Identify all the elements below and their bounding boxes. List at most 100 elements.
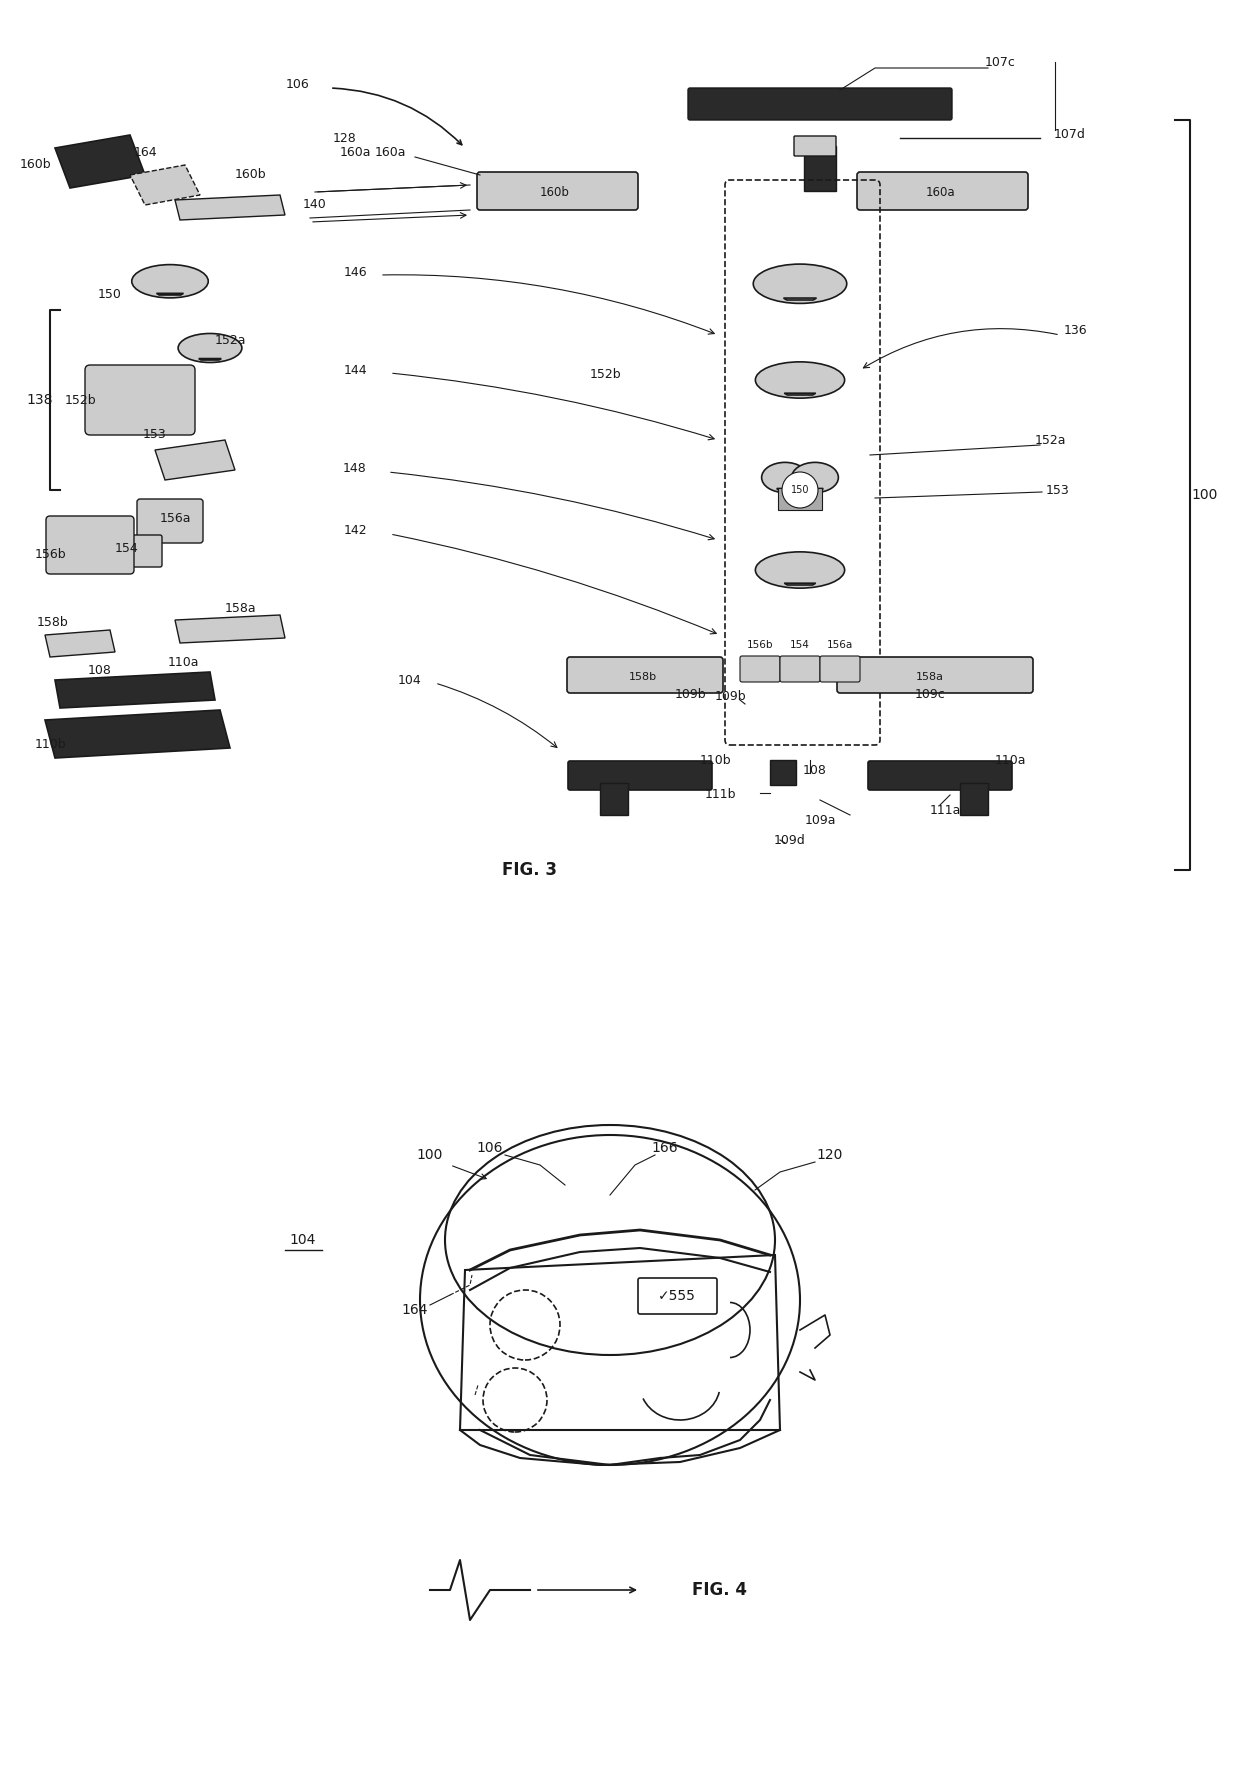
Text: 150: 150 [791, 486, 810, 495]
FancyBboxPatch shape [639, 1278, 717, 1314]
Text: 110b: 110b [35, 739, 66, 752]
Text: 108: 108 [88, 663, 112, 677]
FancyBboxPatch shape [567, 658, 723, 693]
FancyBboxPatch shape [868, 761, 1012, 791]
Text: 158b: 158b [629, 672, 657, 683]
FancyBboxPatch shape [857, 172, 1028, 209]
Text: 142: 142 [343, 523, 367, 537]
Text: 106: 106 [476, 1142, 503, 1154]
Text: 154: 154 [115, 541, 139, 555]
FancyBboxPatch shape [780, 656, 820, 683]
Text: 156a: 156a [827, 640, 853, 651]
Text: 108: 108 [804, 764, 827, 777]
Polygon shape [130, 165, 200, 206]
Ellipse shape [755, 551, 844, 589]
Text: 110a: 110a [994, 754, 1025, 766]
FancyBboxPatch shape [568, 761, 712, 791]
Text: ✓555: ✓555 [658, 1289, 696, 1303]
Text: 106: 106 [286, 78, 310, 90]
Text: 110b: 110b [699, 754, 730, 766]
Text: 109c: 109c [915, 688, 945, 702]
Bar [600, 784, 627, 816]
FancyBboxPatch shape [477, 172, 639, 209]
Text: 144: 144 [343, 363, 367, 376]
FancyBboxPatch shape [46, 516, 134, 574]
Polygon shape [155, 440, 236, 480]
Ellipse shape [791, 463, 838, 493]
Bar [777, 488, 822, 511]
Polygon shape [175, 615, 285, 644]
Text: 166: 166 [652, 1142, 678, 1154]
Text: 111a: 111a [929, 803, 961, 817]
FancyBboxPatch shape [86, 365, 195, 434]
Text: 146: 146 [343, 266, 367, 278]
Ellipse shape [420, 1135, 800, 1464]
Text: 152b: 152b [64, 394, 95, 406]
Polygon shape [784, 583, 816, 585]
Bar [960, 784, 988, 816]
Text: 164: 164 [402, 1303, 428, 1317]
Text: 158a: 158a [224, 601, 255, 615]
Text: 156b: 156b [746, 640, 774, 651]
Polygon shape [45, 629, 115, 658]
FancyBboxPatch shape [820, 656, 861, 683]
Text: 148: 148 [343, 461, 367, 475]
FancyBboxPatch shape [136, 498, 203, 543]
Text: 160a: 160a [340, 145, 371, 158]
Text: 153: 153 [1047, 484, 1070, 496]
Bar [770, 761, 796, 785]
Text: 164: 164 [133, 147, 156, 160]
Text: 154: 154 [790, 640, 810, 651]
Text: 140: 140 [303, 199, 327, 211]
Circle shape [782, 472, 818, 509]
Text: 100: 100 [417, 1147, 443, 1161]
Text: 109b: 109b [675, 688, 706, 702]
Ellipse shape [753, 264, 847, 303]
Text: 109b: 109b [714, 690, 745, 704]
Text: FIG. 4: FIG. 4 [692, 1582, 748, 1599]
Text: 138: 138 [27, 394, 53, 408]
Text: 100: 100 [1192, 488, 1218, 502]
Polygon shape [55, 135, 145, 188]
FancyBboxPatch shape [837, 658, 1033, 693]
Ellipse shape [179, 333, 242, 362]
Text: 150: 150 [98, 289, 122, 301]
Text: 152a: 152a [1034, 434, 1065, 447]
Polygon shape [175, 195, 285, 220]
Text: 152a: 152a [215, 333, 246, 346]
Text: 152b: 152b [589, 369, 621, 381]
Text: 109a: 109a [805, 814, 836, 826]
Polygon shape [45, 709, 229, 759]
Polygon shape [784, 298, 816, 300]
Text: 107d: 107d [1054, 128, 1086, 142]
Text: FIG. 3: FIG. 3 [502, 862, 558, 879]
Text: 158b: 158b [37, 615, 69, 628]
FancyBboxPatch shape [740, 656, 780, 683]
FancyBboxPatch shape [688, 89, 952, 121]
Text: 120: 120 [817, 1147, 843, 1161]
FancyBboxPatch shape [113, 535, 162, 567]
Text: 128: 128 [334, 131, 357, 145]
Text: 160b: 160b [19, 158, 51, 172]
Text: 111b: 111b [704, 789, 735, 801]
Text: 107c: 107c [985, 55, 1016, 69]
Ellipse shape [761, 463, 808, 493]
Text: 110a: 110a [167, 656, 198, 670]
Text: 136: 136 [1063, 323, 1086, 337]
Ellipse shape [755, 362, 844, 399]
FancyBboxPatch shape [794, 137, 836, 156]
Text: 160a: 160a [374, 145, 405, 158]
Text: 104: 104 [398, 674, 422, 686]
Text: 160b: 160b [541, 186, 570, 200]
Text: 156b: 156b [35, 548, 66, 562]
Text: 104: 104 [290, 1232, 316, 1246]
Text: 156a: 156a [159, 511, 191, 525]
Text: 109d: 109d [774, 833, 806, 846]
Polygon shape [784, 394, 816, 395]
Text: 158a: 158a [916, 672, 944, 683]
Ellipse shape [131, 264, 208, 298]
Bar [804, 145, 836, 191]
Polygon shape [55, 672, 215, 707]
Text: 153: 153 [143, 429, 167, 441]
Text: 160a: 160a [925, 186, 955, 200]
